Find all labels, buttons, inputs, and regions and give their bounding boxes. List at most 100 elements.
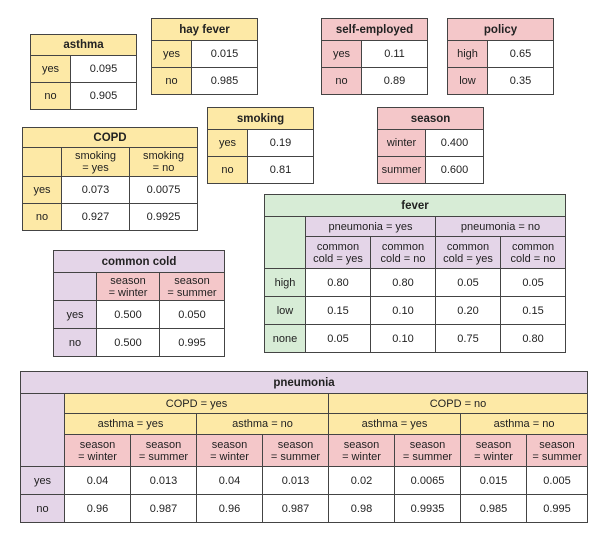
common-cold-title: common cold bbox=[52, 250, 226, 273]
column-header: smoking = no bbox=[128, 147, 199, 177]
self-employed-table: self-employed yes 0.11 no 0.89 bbox=[320, 18, 429, 95]
probability-cell: 0.96 bbox=[196, 494, 263, 523]
asthma-title: asthma bbox=[30, 34, 137, 56]
column-header: common cold = no bbox=[499, 236, 567, 269]
column-header: season = summer bbox=[158, 272, 226, 301]
row-label: no bbox=[151, 67, 192, 95]
fever-table: fever pneumonia = yes pneumonia = no com… bbox=[263, 194, 567, 353]
probability-cell: 0.04 bbox=[64, 466, 131, 495]
probability-cell: 0.04 bbox=[196, 466, 263, 495]
probability-cell: 0.35 bbox=[486, 67, 555, 95]
probability-cell: 0.15 bbox=[499, 296, 567, 325]
probability-cell: 0.98 bbox=[328, 494, 395, 523]
probability-cell: 0.905 bbox=[70, 82, 137, 110]
subgroup-header: asthma = yes bbox=[328, 413, 461, 435]
probability-cell: 0.89 bbox=[360, 67, 429, 95]
row-label: no bbox=[321, 67, 362, 95]
row-label: none bbox=[264, 324, 306, 353]
probability-cell: 0.10 bbox=[370, 324, 436, 353]
probability-cell: 0.015 bbox=[460, 466, 527, 495]
subgroup-header: asthma = yes bbox=[64, 413, 197, 435]
row-label: no bbox=[30, 82, 71, 110]
probability-cell: 0.987 bbox=[262, 494, 329, 523]
probability-cell: 0.013 bbox=[262, 466, 329, 495]
probability-cell: 0.050 bbox=[158, 300, 226, 329]
probability-cell: 0.11 bbox=[360, 40, 429, 68]
row-label: yes bbox=[151, 40, 192, 68]
probability-cell: 0.02 bbox=[328, 466, 395, 495]
probability-cell: 0.985 bbox=[190, 67, 259, 95]
row-label: no bbox=[207, 156, 248, 184]
group-header: pneumonia = no bbox=[434, 216, 567, 237]
season-title: season bbox=[376, 107, 485, 130]
probability-cell: 0.81 bbox=[246, 156, 315, 184]
row-label: high bbox=[264, 268, 306, 297]
row-label: yes bbox=[321, 40, 362, 68]
column-header: season = winter bbox=[460, 434, 527, 467]
row-label: yes bbox=[22, 176, 62, 204]
probability-cell: 0.65 bbox=[486, 40, 555, 68]
probability-cell: 0.013 bbox=[130, 466, 197, 495]
probability-cell: 0.600 bbox=[424, 156, 485, 184]
probability-cell: 0.05 bbox=[499, 268, 567, 297]
probability-cell: 0.005 bbox=[525, 466, 589, 495]
row-label: no bbox=[20, 494, 65, 523]
copd-title: COPD bbox=[21, 127, 199, 148]
group-header: pneumonia = yes bbox=[305, 216, 436, 237]
probability-cell: 0.0075 bbox=[128, 176, 199, 204]
row-label: yes bbox=[207, 129, 248, 157]
season-table: season winter 0.400 summer 0.600 bbox=[376, 107, 485, 184]
probability-cell: 0.0065 bbox=[394, 466, 461, 495]
probability-cell: 0.9925 bbox=[128, 203, 199, 231]
probability-cell: 0.96 bbox=[64, 494, 131, 523]
probability-cell: 0.10 bbox=[370, 296, 436, 325]
pneumonia-table: pneumonia COPD = yes COPD = no asthma = … bbox=[19, 371, 589, 523]
row-label: winter bbox=[377, 129, 426, 157]
row-label: no bbox=[22, 203, 62, 231]
probability-cell: 0.80 bbox=[499, 324, 567, 353]
probability-cell: 0.80 bbox=[305, 268, 371, 297]
common-cold-table: common cold season = winter season = sum… bbox=[52, 250, 226, 357]
probability-cell: 0.095 bbox=[70, 55, 137, 83]
probability-cell: 0.05 bbox=[305, 324, 371, 353]
group-header: COPD = yes bbox=[64, 393, 329, 414]
probability-cell: 0.500 bbox=[96, 328, 160, 357]
column-header: common cold = no bbox=[370, 236, 436, 269]
row-label: summer bbox=[377, 156, 426, 184]
probability-cell: 0.05 bbox=[435, 268, 501, 297]
probability-cell: 0.927 bbox=[61, 203, 130, 231]
probability-cell: 0.20 bbox=[435, 296, 501, 325]
probability-cell: 0.9935 bbox=[394, 494, 461, 523]
probability-cell: 0.015 bbox=[190, 40, 259, 68]
row-label: low bbox=[447, 67, 488, 95]
row-label: yes bbox=[53, 300, 97, 329]
row-label: no bbox=[53, 328, 97, 357]
hay-fever-table: hay fever yes 0.015 no 0.985 bbox=[150, 18, 259, 95]
column-header: common cold = yes bbox=[305, 236, 371, 269]
row-label: high bbox=[447, 40, 488, 68]
corner-cell bbox=[20, 393, 65, 467]
row-label: yes bbox=[30, 55, 71, 83]
probability-cell: 0.19 bbox=[246, 129, 315, 157]
hay-fever-title: hay fever bbox=[150, 18, 259, 41]
probability-cell: 0.400 bbox=[424, 129, 485, 157]
column-header: season = winter bbox=[328, 434, 395, 467]
pneumonia-title: pneumonia bbox=[19, 371, 589, 394]
probability-cell: 0.987 bbox=[130, 494, 197, 523]
row-label: low bbox=[264, 296, 306, 325]
probability-cell: 0.985 bbox=[460, 494, 527, 523]
fever-title: fever bbox=[263, 194, 567, 217]
column-header: season = summer bbox=[394, 434, 461, 467]
policy-table: policy high 0.65 low 0.35 bbox=[446, 18, 555, 95]
column-header: season = winter bbox=[64, 434, 131, 467]
probability-cell: 0.80 bbox=[370, 268, 436, 297]
smoking-table: smoking yes 0.19 no 0.81 bbox=[206, 107, 315, 184]
corner-cell bbox=[53, 272, 97, 301]
asthma-table: asthma yes 0.095 no 0.905 bbox=[30, 34, 137, 110]
probability-cell: 0.995 bbox=[158, 328, 226, 357]
corner-cell bbox=[22, 147, 62, 177]
probability-cell: 0.500 bbox=[96, 300, 160, 329]
column-header: season = summer bbox=[262, 434, 329, 467]
column-header: season = winter bbox=[196, 434, 263, 467]
probability-cell: 0.15 bbox=[305, 296, 371, 325]
